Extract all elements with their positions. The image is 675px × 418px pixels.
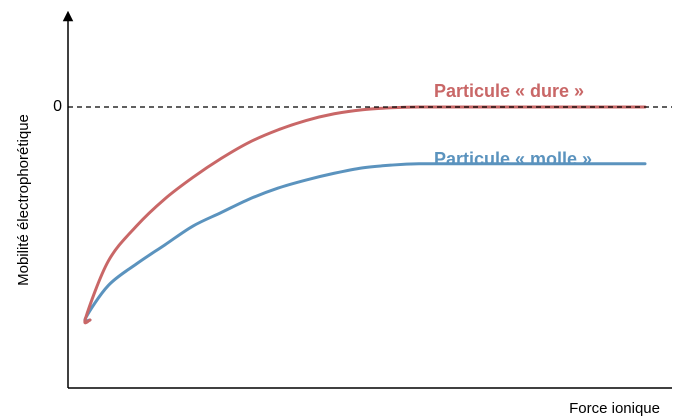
x-axis-label: Force ionique — [569, 400, 660, 417]
series-line-1 — [83, 162, 647, 323]
series-line-0 — [83, 105, 647, 325]
series-label-1: Particule « molle » — [434, 149, 592, 169]
series-label-0: Particule « dure » — [434, 81, 584, 101]
y-tick-label-zero: 0 — [53, 98, 62, 115]
y-axis-label: Mobilité électrophorétique — [15, 114, 32, 286]
series-labels: Particule « dure » Particule « molle » — [434, 81, 592, 169]
series-curves — [83, 105, 647, 325]
